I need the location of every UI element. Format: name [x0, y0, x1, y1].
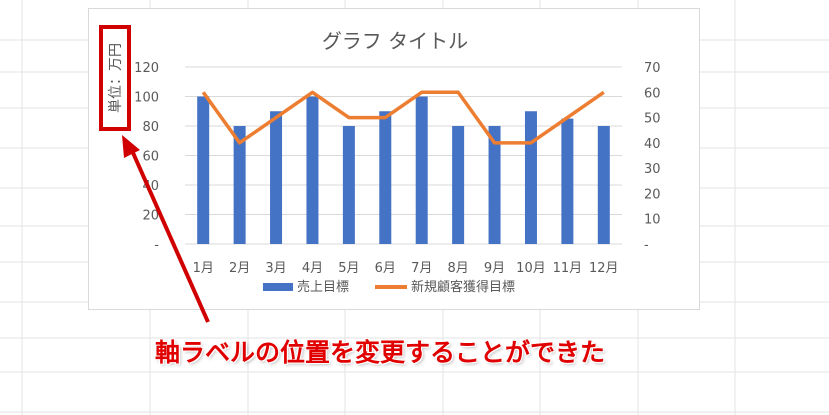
x-tick-label: 12月 — [589, 261, 619, 276]
bar[interactable] — [379, 111, 392, 244]
chart-area[interactable]: グラフ タイトル 単位：万円 - 20 40 60 80 100 120 - 10 20 30 40… — [88, 8, 700, 310]
chart-title[interactable]: グラフ タイトル — [322, 29, 468, 53]
left-tick-label: 60 — [142, 150, 159, 165]
bar-series[interactable] — [197, 96, 610, 245]
annotation-caption: 軸ラベルの位置を変更することができた — [155, 338, 606, 367]
right-tick-label: 30 — [644, 162, 661, 177]
line-path[interactable] — [201, 90, 605, 145]
y-axis-label[interactable]: 単位：万円 — [108, 43, 124, 113]
x-tick-label: 10月 — [516, 261, 546, 276]
legend-bar-swatch — [263, 283, 293, 291]
x-tick-label: 11月 — [553, 261, 583, 276]
x-tick-label: 8月 — [447, 261, 468, 276]
x-tick-label: 2月 — [229, 261, 250, 276]
gridlines — [185, 66, 622, 245]
bar[interactable] — [342, 126, 355, 244]
right-tick-label: - — [644, 238, 649, 253]
x-tick-label: 7月 — [411, 261, 432, 276]
x-tick-label: 6月 — [375, 261, 396, 276]
combo-chart: グラフ タイトル 単位：万円 - 20 40 60 80 100 120 - 10 20 30 40… — [99, 25, 661, 295]
right-tick-label: 60 — [644, 86, 661, 101]
x-tick-label: 4月 — [302, 261, 323, 276]
bar[interactable] — [452, 126, 465, 244]
right-tick-label: 20 — [644, 187, 661, 202]
right-tick-label: 40 — [644, 137, 661, 152]
bar[interactable] — [197, 96, 210, 245]
arrow-head — [122, 135, 140, 158]
left-tick-label: 120 — [134, 61, 159, 76]
right-tick-label: 50 — [644, 112, 661, 127]
bar[interactable] — [561, 118, 574, 244]
x-tick-label: 5月 — [338, 261, 359, 276]
left-tick-label: 100 — [134, 91, 159, 106]
left-tick-label: - — [154, 238, 159, 253]
bar[interactable] — [306, 96, 319, 245]
right-tick-label: 70 — [644, 61, 661, 76]
left-tick-label: 20 — [142, 209, 159, 224]
bar[interactable] — [233, 126, 246, 244]
axis-label-highlight-box — [99, 25, 131, 131]
left-tick-label: 80 — [142, 120, 159, 135]
line-series[interactable] — [201, 90, 605, 145]
legend-bar-label: 売上目標 — [297, 279, 349, 295]
bar[interactable] — [415, 96, 428, 245]
bar[interactable] — [597, 126, 610, 244]
bar[interactable] — [488, 126, 501, 244]
right-tick-label: 10 — [644, 213, 661, 228]
x-tick-label: 9月 — [484, 261, 505, 276]
bar[interactable] — [270, 111, 283, 244]
right-axis-ticks: - 10 20 30 40 50 60 70 — [644, 61, 661, 253]
x-tick-label: 3月 — [265, 261, 286, 276]
arrow-shaft — [128, 145, 210, 323]
x-axis-ticks: 1月 2月 3月 4月 5月 6月 7月 8月 9月 10月 11月 12月 — [193, 261, 619, 276]
legend-line-label: 新規顧客獲得目標 — [411, 279, 515, 295]
legend[interactable]: 売上目標 新規顧客獲得目標 — [263, 279, 515, 295]
x-tick-label: 1月 — [193, 261, 214, 276]
